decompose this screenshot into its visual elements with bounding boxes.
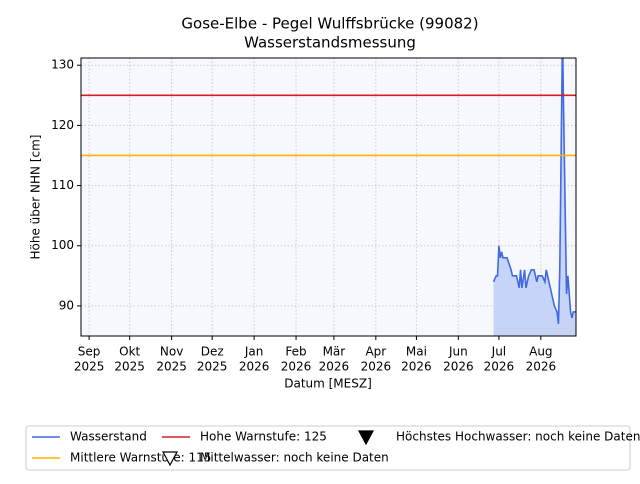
line: [492, 58, 576, 325]
legend-label: Mittelwasser: noch keine Daten: [200, 451, 389, 465]
legend-label: Höchstes Hochwasser: noch keine Daten: [396, 430, 640, 444]
x-tick-label: Nov: [160, 345, 183, 359]
x-tick-label: Dez: [201, 345, 224, 359]
x-tick-label: Mai: [406, 345, 427, 359]
y-tick-label: 120: [51, 118, 74, 132]
y-tick-label: 100: [51, 238, 74, 252]
chart-subtitle: Wasserstandsmessung: [244, 34, 416, 52]
x-tick-label: Feb: [285, 345, 306, 359]
plot-data: [492, 58, 576, 336]
x-axis-label: Datum [MESZ]: [284, 377, 372, 391]
legend-label: Wasserstand: [70, 430, 147, 444]
x-tick-label: 2025: [197, 360, 228, 374]
x-tick-label: 2025: [114, 360, 145, 374]
x-tick-label: 2026: [281, 360, 312, 374]
legend-marker: [357, 430, 375, 446]
y-tick-label: 130: [51, 58, 74, 72]
x-tick-label: Sep: [78, 345, 101, 359]
x-tick-label: Mär: [323, 345, 346, 359]
x-tick-label: Aug: [529, 345, 552, 359]
x-tick-label: Okt: [119, 345, 140, 359]
x-tick-label: Jul: [491, 345, 506, 359]
y-tick-label: 90: [59, 298, 74, 312]
x-tick-label: 2026: [361, 360, 392, 374]
plot-frame: [80, 57, 577, 337]
y-axis-label: Höhe über NHN [cm]: [29, 135, 43, 260]
y-tick-label: 110: [51, 178, 74, 192]
legend-label: Hohe Warnstufe: 125: [200, 430, 327, 444]
x-tick-label: 2026: [443, 360, 474, 374]
x-tick-label: 2026: [484, 360, 515, 374]
x-tick-label: 2026: [239, 360, 270, 374]
x-tick-label: 2026: [526, 360, 557, 374]
chart-title: Gose-Elbe - Pegel Wulffsbrücke (99082): [181, 15, 478, 33]
x-tick-label: 2026: [319, 360, 350, 374]
legend-label: Mittlere Warnstufe: 115: [70, 451, 211, 465]
x-tick-label: Jun: [448, 345, 468, 359]
x-tick-label: 2026: [401, 360, 432, 374]
x-tick-label: Jan: [244, 345, 264, 359]
x-tick-label: Apr: [365, 345, 386, 359]
x-tick-label: 2025: [74, 360, 105, 374]
legend-marker: [161, 451, 179, 467]
area: [493, 58, 576, 336]
x-tick-label: 2025: [156, 360, 187, 374]
